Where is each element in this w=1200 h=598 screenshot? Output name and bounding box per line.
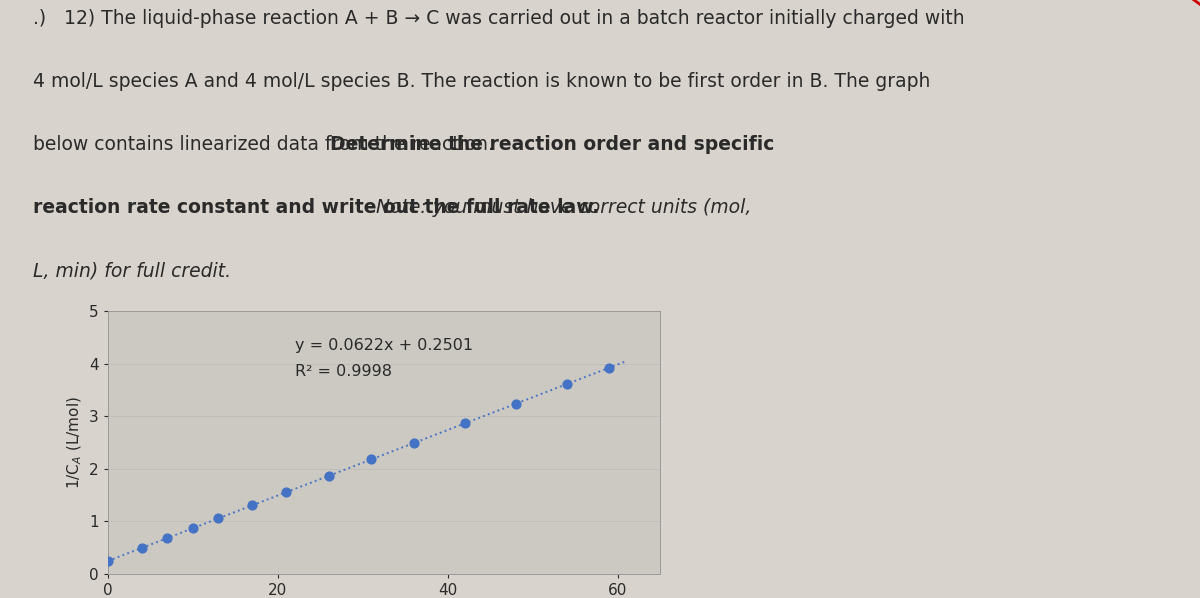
Text: .)   12) The liquid-phase reaction A + B → C was carried out in a batch reactor : .) 12) The liquid-phase reaction A + B →… (32, 8, 965, 28)
Text: reaction rate constant and write out the full rate law.: reaction rate constant and write out the… (32, 198, 599, 217)
Point (277, 487, 296, 497)
Point (209, 514, 228, 523)
Point (184, 523, 203, 533)
Point (455, 419, 474, 428)
Point (242, 501, 262, 510)
Text: L, min) for full credit.: L, min) for full credit. (32, 261, 230, 280)
Point (98, 556, 118, 566)
Text: Determine the reaction order and specific: Determine the reaction order and specifi… (330, 135, 774, 154)
Point (132, 543, 151, 553)
Y-axis label: 1/C$_A$ (L/mol): 1/C$_A$ (L/mol) (65, 396, 84, 489)
Point (361, 454, 380, 464)
Point (600, 363, 619, 373)
Point (158, 533, 178, 543)
Point (319, 471, 338, 481)
Text: y = 0.0622x + 0.2501: y = 0.0622x + 0.2501 (295, 338, 473, 353)
Text: R² = 0.9998: R² = 0.9998 (295, 364, 392, 379)
Text: 4 mol/L species A and 4 mol/L species B. The reaction is known to be first order: 4 mol/L species A and 4 mol/L species B.… (32, 72, 930, 91)
Point (557, 379, 576, 389)
Point (404, 438, 424, 448)
Text: below contains linearized data from the reaction.: below contains linearized data from the … (32, 135, 499, 154)
Text: Note: you must have correct units (mol,: Note: you must have correct units (mol, (364, 198, 751, 217)
Point (506, 399, 526, 408)
